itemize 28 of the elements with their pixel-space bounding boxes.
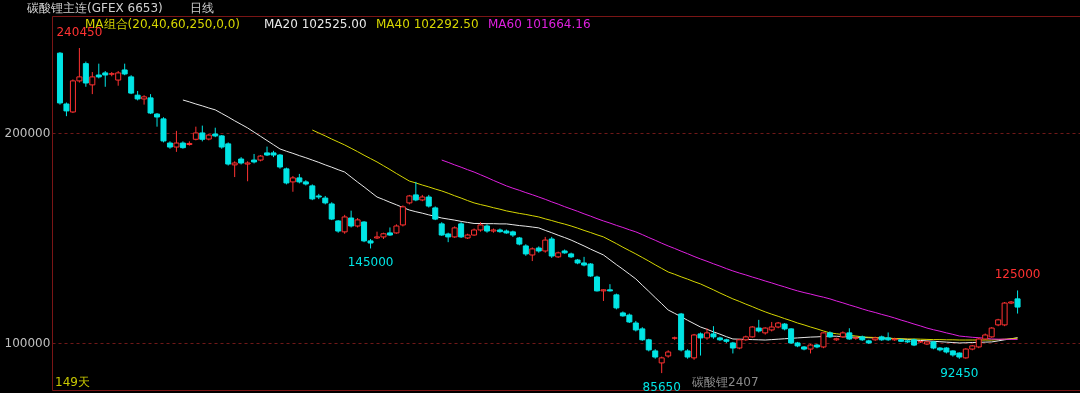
y-tick-label: 200000: [4, 126, 51, 141]
annotation: 125000: [994, 267, 1041, 282]
annotation: 85650: [642, 380, 681, 393]
candlestick: [1014, 289, 1021, 315]
candlestick: [251, 153, 258, 164]
candlestick: [606, 283, 613, 293]
candlestick: [289, 175, 296, 193]
candlestick: [89, 71, 96, 95]
candlestick: [244, 160, 251, 182]
candlestick: [341, 214, 348, 235]
text: MA60 101664.16: [488, 17, 591, 31]
candlestick: [82, 61, 89, 88]
candlestick: [548, 236, 555, 259]
candlestick: [160, 116, 167, 143]
text: MA40 102292.50: [376, 17, 479, 31]
candlestick: [691, 333, 698, 361]
candlestick: [386, 226, 393, 237]
candlestick: [141, 94, 148, 106]
annotation: 92450: [940, 365, 979, 380]
chart-title: 碳酸锂主连(GFEX 6653): [26, 1, 163, 15]
annotation: 149天: [55, 375, 90, 389]
text: MA20 102525.00: [264, 17, 367, 31]
candlestick: [173, 130, 180, 153]
y-tick-label: 100000: [4, 336, 51, 351]
chart-subtitle: 日线: [190, 1, 214, 15]
candlestick: [697, 331, 704, 357]
annotation: 碳酸锂2407: [691, 375, 759, 389]
annotation: 145000: [347, 255, 394, 270]
